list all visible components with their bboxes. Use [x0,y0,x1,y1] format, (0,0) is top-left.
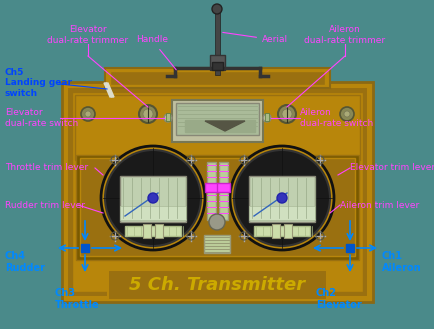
Text: Throttle trim lever: Throttle trim lever [5,164,88,172]
Bar [214,10,220,75]
Text: Aileron trim lever: Aileron trim lever [339,200,418,210]
Bar [81,244,89,252]
Bar [271,224,279,238]
Text: Aerial: Aerial [222,32,287,44]
Bar [166,113,170,121]
Bar [171,100,263,142]
Bar [248,176,314,222]
Bar [204,235,230,253]
Bar [264,113,268,121]
Polygon shape [204,121,244,131]
Bar [283,224,291,238]
Bar [345,244,353,252]
Circle shape [263,114,270,122]
Bar [248,206,314,220]
Bar [108,270,326,300]
Bar [204,183,217,192]
Circle shape [277,105,295,123]
Circle shape [164,114,171,122]
Text: Ch4
Rudder: Ch4 Rudder [5,251,45,273]
Bar [75,95,359,160]
Bar [62,82,372,302]
Text: Elevator trim lever: Elevator trim lever [349,164,434,172]
Text: 5 Ch. Transmitter: 5 Ch. Transmitter [128,276,304,294]
Bar [217,183,230,192]
Circle shape [233,150,329,246]
Circle shape [139,105,157,123]
Bar [210,55,224,70]
Text: Elevator
dual-rate trimmer: Elevator dual-rate trimmer [47,25,128,45]
Bar [120,206,186,220]
Circle shape [276,193,286,203]
Circle shape [339,107,353,121]
Bar [253,226,309,236]
Bar [67,87,367,297]
Circle shape [230,146,333,250]
Circle shape [281,109,291,119]
Text: Handle: Handle [136,36,176,70]
Circle shape [101,146,204,250]
Bar [105,68,329,88]
Text: Ch3
Throttle: Ch3 Throttle [55,288,99,310]
Circle shape [81,107,95,121]
Text: Aileron
dual-rate trimmer: Aileron dual-rate trimmer [304,25,385,45]
Bar [125,226,181,236]
Bar [218,162,227,220]
Text: Ch2
Elevator: Ch2 Elevator [315,288,361,310]
Circle shape [208,214,224,230]
Bar [76,155,358,260]
Circle shape [143,109,153,119]
Bar [155,224,163,238]
Bar [211,62,223,70]
Text: Ch5
Landing gear
switch: Ch5 Landing gear switch [5,68,72,98]
Bar [143,224,151,238]
Bar [207,162,216,220]
Bar [72,92,362,292]
Circle shape [211,4,221,14]
Polygon shape [184,120,254,132]
Circle shape [343,111,349,117]
Circle shape [105,150,201,246]
Bar [110,71,324,85]
Text: Ch1
Aileron: Ch1 Aileron [381,251,421,273]
Bar [120,176,186,222]
Text: Rudder trim lever: Rudder trim lever [5,200,85,210]
Text: Elevator
dual-rate switch: Elevator dual-rate switch [5,108,78,128]
Bar [80,158,354,256]
Polygon shape [104,83,114,97]
Circle shape [85,111,91,117]
Bar [176,103,258,135]
Text: Aileron
dual-rate switch: Aileron dual-rate switch [299,108,372,128]
Circle shape [148,193,158,203]
